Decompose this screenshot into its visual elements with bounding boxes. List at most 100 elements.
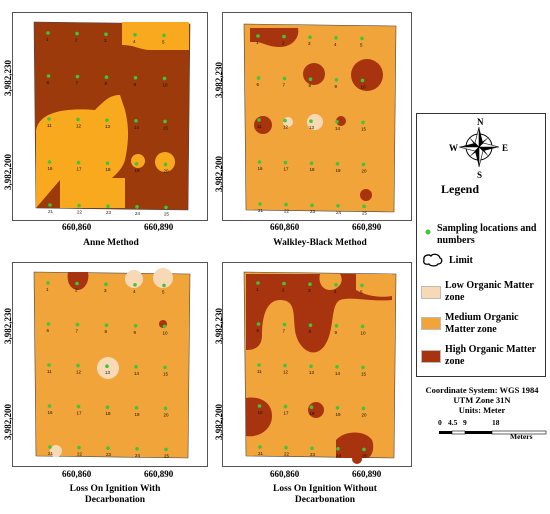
sample-number: 5 xyxy=(360,289,363,294)
sampling-point: 10 xyxy=(361,78,366,89)
sample-number: 23 xyxy=(310,209,316,214)
high-zone xyxy=(250,28,299,47)
sampling-point: 19 xyxy=(135,406,140,417)
sampling-point: 10 xyxy=(163,324,168,335)
medium-zone xyxy=(131,154,145,168)
sample-number: 2 xyxy=(75,38,78,43)
scale-tick-2: 9 xyxy=(463,418,467,427)
sampling-point: 12 xyxy=(76,117,82,129)
compass-s: S xyxy=(477,170,482,180)
field-limit xyxy=(243,271,397,459)
sample-number: 24 xyxy=(135,211,141,216)
sampling-point: 14 xyxy=(335,365,341,376)
sampling-point: 8 xyxy=(309,77,313,88)
sample-number: 13 xyxy=(105,370,111,375)
sample-number: 7 xyxy=(283,329,286,334)
high-zone xyxy=(336,432,374,458)
legend-high-label: High Organic Matter zone xyxy=(445,344,536,367)
sample-number: 20 xyxy=(362,412,368,417)
legend-limit-label: Limit xyxy=(449,255,473,266)
medium-zone xyxy=(155,152,175,172)
sample-number: 17 xyxy=(284,167,290,172)
sample-number: 3 xyxy=(104,288,107,293)
sample-number: 8 xyxy=(105,81,108,86)
sampling-point: 23 xyxy=(106,446,112,457)
sampling-point: 9 xyxy=(335,78,339,89)
low-zone xyxy=(153,268,173,288)
sampling-point: 12 xyxy=(283,363,289,375)
x-tick-left: 660,860 xyxy=(270,469,300,479)
sampling-point: 22 xyxy=(284,445,290,457)
sampling-point: 19 xyxy=(336,406,341,417)
sampling-point: 3 xyxy=(104,32,108,43)
x-tick-right: 660,890 xyxy=(144,469,174,479)
sample-number: 19 xyxy=(135,168,141,173)
sampling-point: 24 xyxy=(135,447,141,458)
sampling-point: 20 xyxy=(164,406,170,417)
sampling-point: 24 xyxy=(135,205,141,216)
sampling-point: 21 xyxy=(48,445,54,456)
sampling-point: 11 xyxy=(47,117,52,128)
medium-swatch xyxy=(421,317,441,330)
sample-number: 11 xyxy=(47,369,52,374)
sample-number: 7 xyxy=(76,81,79,86)
high-swatch xyxy=(421,350,441,363)
sample-number: 16 xyxy=(258,166,264,171)
sampling-point: 19 xyxy=(336,162,342,173)
sample-number: 4 xyxy=(133,39,136,44)
sampling-point: 21 xyxy=(258,445,264,456)
sampling-point: 4 xyxy=(334,283,338,294)
sample-number: 2 xyxy=(75,288,78,293)
sample-number: 19 xyxy=(336,168,342,173)
sampling-point: 9 xyxy=(134,76,138,87)
sample-number: 20 xyxy=(164,412,170,417)
sample-number: 21 xyxy=(258,208,264,213)
sampling-point: 16 xyxy=(48,160,53,171)
x-tick-left: 660,860 xyxy=(62,469,92,479)
sampling-point: 16 xyxy=(258,404,263,415)
sample-number: 1 xyxy=(46,37,49,42)
x-tick-left: 660,860 xyxy=(62,222,92,232)
sampling-point: 23 xyxy=(310,203,316,214)
sampling-point: 10 xyxy=(163,76,168,87)
sampling-point: 14 xyxy=(134,119,140,130)
panel-title: Anne Method xyxy=(83,238,139,248)
medium-zone xyxy=(60,178,125,208)
sampling-point: 7 xyxy=(283,322,287,334)
panel-title: Loss On Ignition Without Decarbonation xyxy=(273,484,377,505)
sampling-point: 5 xyxy=(162,283,166,294)
scale-bar xyxy=(439,430,547,435)
sampling-point: 11 xyxy=(257,363,262,374)
scale-tick-1: 4.5 xyxy=(448,418,458,427)
sample-number: 6 xyxy=(257,82,260,87)
sample-number: 24 xyxy=(336,453,342,458)
sample-number: 9 xyxy=(335,330,338,335)
sample-number: 7 xyxy=(76,329,79,334)
scale-tick-0: 0 xyxy=(438,418,442,427)
sampling-point: 7 xyxy=(76,74,80,86)
sampling-point: 12 xyxy=(76,363,82,375)
sampling-point: 10 xyxy=(361,324,366,335)
sample-number: 13 xyxy=(105,124,111,129)
sample-number: 17 xyxy=(77,167,83,172)
sampling-point: 18 xyxy=(310,405,315,416)
sampling-point: 8 xyxy=(105,323,109,334)
sampling-point: 6 xyxy=(257,76,261,87)
units-label: Units: Meter xyxy=(458,405,506,415)
sample-number: 17 xyxy=(77,411,83,416)
sample-number: 3 xyxy=(104,38,107,43)
sampling-point: 22 xyxy=(77,445,83,457)
sample-number: 25 xyxy=(164,453,170,458)
sampling-point: 9 xyxy=(335,324,339,335)
coord-system: Coordinate System: WGS 1984 xyxy=(425,385,539,395)
sampling-point: 21 xyxy=(258,202,264,213)
sampling-point: 11 xyxy=(47,363,52,374)
sampling-point: 20 xyxy=(164,162,169,173)
sampling-point: 16 xyxy=(48,404,53,415)
limit-outline-icon xyxy=(423,253,443,267)
sampling-point: 22 xyxy=(284,202,290,214)
high-zone xyxy=(67,272,89,290)
sample-number: 11 xyxy=(257,369,262,374)
